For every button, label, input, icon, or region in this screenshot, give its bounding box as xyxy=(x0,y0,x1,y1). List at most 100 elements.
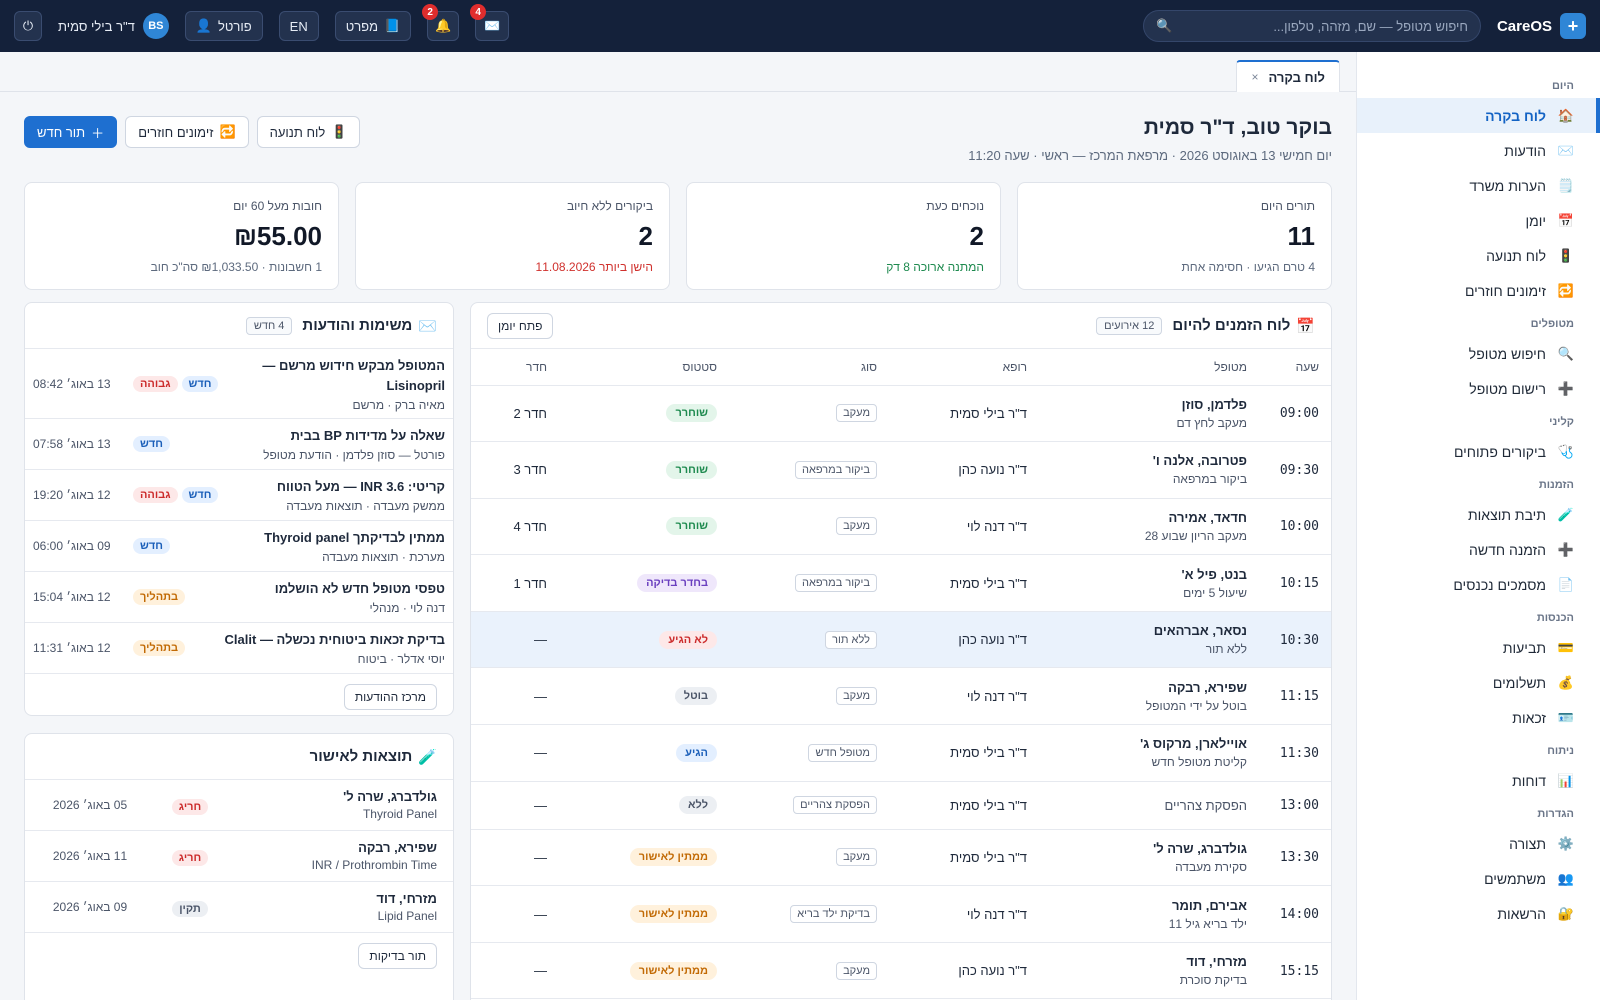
messages-title-text: משימות והודעות xyxy=(302,317,413,334)
tab-dashboard[interactable]: לוח בקרה × xyxy=(1236,60,1340,92)
status-badge[interactable]: בוטל xyxy=(674,687,717,706)
status-badge[interactable]: שוחרר xyxy=(666,460,717,479)
patient-name[interactable]: גולדברג, שרה ל' xyxy=(1153,840,1247,856)
sidebar-item[interactable]: 📄 מסמכים נכנסים xyxy=(1357,567,1600,602)
sidebar-item[interactable]: ➕ הזמנה חדשה xyxy=(1357,532,1600,567)
test-queue-button[interactable]: תור בדיקות xyxy=(358,943,437,969)
sidebar-item[interactable]: 📅 יומן xyxy=(1357,203,1600,238)
message-title: קריטי: INR 3.6 — מעל הטווח xyxy=(276,479,445,494)
status-badge[interactable]: בחדר בדיקה xyxy=(637,574,717,593)
notifications-badge: 2 xyxy=(422,4,439,20)
table-row[interactable]: 13:00 הפסקת צהריים ד"ר בילי סמית הפסקת צהרי… xyxy=(471,781,1331,830)
patient-name[interactable]: חדאד, אמירה xyxy=(1168,509,1247,525)
status-badge[interactable]: שוחרר xyxy=(666,404,717,423)
open-calendar-button[interactable]: פתח יומן xyxy=(487,312,554,339)
repeat-icon: 🔁 xyxy=(219,124,236,139)
table-row[interactable]: 14:00 אבירם, תומר ילד בריא גיל 11 ד"ר דנה ל… xyxy=(471,885,1331,943)
message-center-button[interactable]: מרכז ההודעות xyxy=(343,684,437,710)
sidebar-item[interactable]: 💰 תשלומים xyxy=(1357,665,1600,700)
table-row[interactable]: 09:30 פטרובה, אלנה ו' ביקור במרפאה ד"ר נועה… xyxy=(471,441,1331,499)
patient-name[interactable]: פלדמן, סוזן xyxy=(1181,396,1247,412)
patient-name[interactable]: בנט, פיל א' xyxy=(1181,566,1248,582)
status-badge[interactable]: שוחרר xyxy=(666,517,717,536)
room-cell: — xyxy=(471,667,559,726)
sidebar-item[interactable]: 🪪 זכאות xyxy=(1357,700,1600,735)
language-button[interactable]: EN xyxy=(278,11,319,41)
sidebar-item[interactable]: 🔍 חיפוש מטופל xyxy=(1357,336,1600,371)
stat-label: נוכחים כעת xyxy=(926,199,984,213)
visit-reason: קליטת מטופל חדש xyxy=(1151,755,1247,770)
patient-name[interactable]: מזרחי, דוד xyxy=(1186,954,1247,970)
status-badge[interactable]: לא הגיע xyxy=(659,630,717,649)
list-item[interactable]: שאלה על מדידות BP בבית פורטל — סוזן פלדמן… xyxy=(25,419,453,470)
list-item[interactable]: קריטי: INR 3.6 — מעל הטווח ממשק מעבדה · ת… xyxy=(25,470,453,521)
sidebar-item[interactable]: ⚙️ תצורה xyxy=(1357,826,1600,861)
status-badge[interactable]: ללא xyxy=(679,796,717,815)
close-icon[interactable]: × xyxy=(1251,70,1259,84)
sidebar-item[interactable]: 💳 תביעות xyxy=(1357,630,1600,665)
status-badge[interactable]: ממתין לאישור xyxy=(629,961,717,980)
table-row[interactable]: 11:15 שפירא, רבקה בוטל על ידי המטופל ד"ר דנ… xyxy=(471,667,1331,726)
patient-name[interactable]: שפירא, רבקה xyxy=(1168,679,1247,695)
room-cell: חדר 1 xyxy=(471,554,559,612)
sidebar-item[interactable]: ➕ רישום מטופל xyxy=(1357,371,1600,406)
patient-name[interactable]: אבירם, תומר xyxy=(1172,897,1247,913)
envelope-icon: ✉️ xyxy=(418,317,437,335)
table-row[interactable]: 10:15 בנט, פיל א' שיעול 5 ימים ד"ר בילי סמי… xyxy=(471,554,1331,612)
mail-button[interactable]: ✉️ 4 xyxy=(470,4,510,41)
power-button[interactable]: ⏻ xyxy=(14,11,42,41)
status-badge[interactable]: הגיע xyxy=(676,743,717,762)
appointment-time-cell: 09:30 xyxy=(1259,441,1331,499)
visit-type-cell: ביקור במרפאה xyxy=(729,441,889,499)
list-item[interactable]: ממתין לבדיקתך Thyroid panel מערכת · תוצאו… xyxy=(25,521,453,572)
stat-label: תורים היום xyxy=(1260,199,1315,213)
flow-board-button[interactable]: 🚦 לוח תנועה xyxy=(256,116,361,148)
recalls-button[interactable]: 🔁 זימונים חוזרים xyxy=(125,116,249,148)
sidebar-item[interactable]: 👥 משתמשים xyxy=(1357,861,1600,896)
list-item[interactable]: מזרחי, דוד Lipid Panel תקין 09 באוג׳ 2026 xyxy=(25,882,453,933)
sidebar-item[interactable]: 🔁 זימונים חוזרים xyxy=(1357,273,1600,308)
table-row[interactable]: 13:30 גולדברג, שרה ל' סקירת מעבדה ד"ר בילי … xyxy=(471,829,1331,887)
notifications-button[interactable]: 🔔 2 xyxy=(422,4,460,41)
sidebar-item[interactable]: 🏠 לוח בקרה xyxy=(1357,98,1600,133)
list-item[interactable]: טפסי מטופל חדש לא הושלמו דנה לוי · מנהלי ב… xyxy=(25,572,453,623)
table-row[interactable]: 11:30 אויילארן, מרקוס ג' קליטת מטופל חדש ד"… xyxy=(471,724,1331,782)
appointment-time: 13:00 xyxy=(1279,798,1319,814)
sidebar-item[interactable]: 🧪 תיבת תוצאות xyxy=(1357,497,1600,532)
status-cell: בחדר בדיקה xyxy=(559,554,729,612)
appointment-time: 10:00 xyxy=(1279,519,1319,535)
sidebar-item[interactable]: 📊 דוחות xyxy=(1357,763,1600,798)
user-menu[interactable]: ד"ר בילי סמית BS xyxy=(58,13,169,39)
sidebar-item-label: לוח תנועה xyxy=(1486,247,1546,264)
list-item[interactable]: המטופל מבקש חידוש מרשם — Lisinopril מאיה … xyxy=(25,349,453,419)
patient-search[interactable]: 🔍 xyxy=(1142,10,1481,42)
app-logo[interactable]: + CareOS xyxy=(1497,13,1586,39)
table-row[interactable]: 10:00 חדאד, אמירה מעקב הריון שבוע 28 ד"ר דנ… xyxy=(471,498,1331,556)
appointment-time: 10:30 xyxy=(1279,632,1319,648)
status-badge[interactable]: ממתין לאישור xyxy=(629,848,717,867)
sidebar-item[interactable]: 🔐 הרשאות xyxy=(1357,896,1600,931)
sidebar-item[interactable]: 🗒️ הערות משרד xyxy=(1357,168,1600,203)
sidebar-item[interactable]: 🚦 לוח תנועה xyxy=(1357,238,1600,273)
table-row[interactable]: 09:00 פלדמן, סוזן מעקב לחץ דם ד"ר בילי סמית… xyxy=(471,385,1331,443)
patient-search-input[interactable] xyxy=(1180,18,1468,34)
patient-name[interactable]: אויילארן, מרקוס ג' xyxy=(1140,736,1247,752)
new-appointment-button[interactable]: ＋ תור חדש xyxy=(24,116,118,148)
list-item[interactable]: שפירא, רבקה INR / Prothrombin Time חריג 11 … xyxy=(25,831,453,882)
table-row[interactable]: 10:30 נסאר, אברהאים ללא תור ד"ר נועה כהן ללא… xyxy=(471,611,1331,669)
table-row[interactable]: 15:15 מזרחי, דוד בדיקת סוכרת ד"ר נועה כהן מע… xyxy=(471,942,1331,1000)
list-item[interactable]: בדיקת זכאות ביטוחית נכשלה — Clalit יוסי א… xyxy=(25,623,453,674)
spec-button[interactable]: מפרט 📘 xyxy=(334,11,412,41)
status-badge[interactable]: ממתין לאישור xyxy=(629,905,717,924)
message-meta: דנה לוי · מנהלי xyxy=(369,601,445,615)
sidebar-item[interactable]: 🩺 ביקורים פתוחים xyxy=(1357,434,1600,469)
top-bar: + CareOS 🔍 ⏻ ד"ר בילי סמית BS 👤 פורטל EN … xyxy=(0,0,1600,52)
message-text: המטופל מבקש חידוש מרשם — Lisinopril מאיה … xyxy=(226,356,445,412)
portal-button[interactable]: 👤 פורטל xyxy=(184,11,263,41)
list-item[interactable]: גולדברג, שרה ל' Thyroid Panel חריג 05 באוג׳… xyxy=(25,780,453,831)
visit-reason: מעקב הריון שבוע 28 xyxy=(1144,528,1247,543)
visit-type-cell: ללא תור xyxy=(729,611,889,669)
patient-name[interactable]: נסאר, אברהאים xyxy=(1153,623,1247,639)
patient-name[interactable]: פטרובה, אלנה ו' xyxy=(1152,453,1247,469)
sidebar-item[interactable]: ✉️ הודעות xyxy=(1357,133,1600,168)
